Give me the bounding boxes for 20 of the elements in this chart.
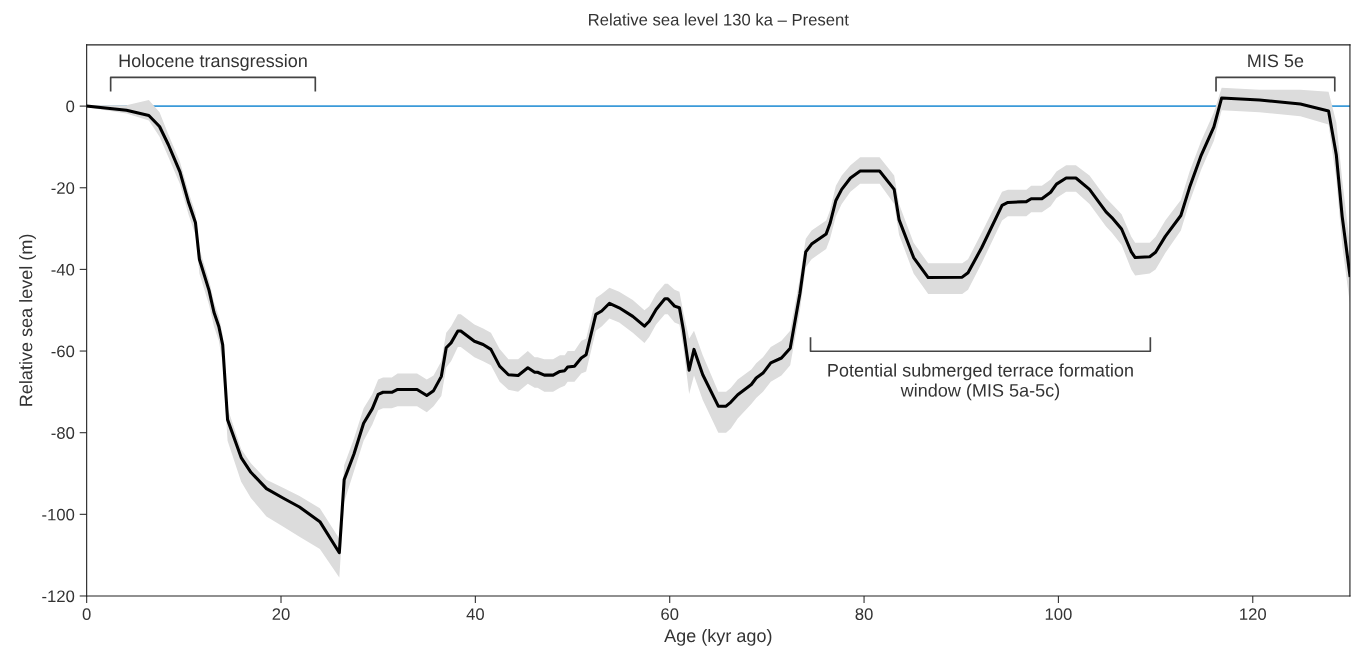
annotation: MIS 5e	[1248, 54, 1304, 68]
x-axis-title: Age (kyr ago)	[664, 628, 772, 646]
x-tick-label: 0	[82, 608, 91, 621]
y-tick-label: -40	[51, 263, 75, 276]
x-tick-label: 120	[1240, 608, 1267, 621]
x-tick-label: 20	[272, 608, 290, 621]
annotation: Potential submerged terrace formation window (MIS 5a-5c)	[828, 363, 1133, 401]
y-tick-label: -120	[42, 590, 75, 603]
y-tick-label: -60	[51, 345, 75, 358]
x-tick-label: 80	[855, 608, 873, 621]
y-tick-label: -20	[51, 182, 75, 194]
x-tick-label: 40	[466, 608, 484, 621]
annotation: Holocene transgression	[119, 53, 307, 71]
y-axis-title: Relative sea level (m)	[19, 234, 36, 406]
x-tick-label: 100	[1045, 608, 1072, 621]
y-tick-label: 0	[66, 100, 75, 113]
y-tick-label: -80	[51, 427, 75, 439]
x-tick-label: 60	[661, 608, 679, 621]
y-tick-label: -100	[42, 508, 75, 521]
chart-title: Relative sea level 130 ka – Present	[589, 13, 849, 26]
